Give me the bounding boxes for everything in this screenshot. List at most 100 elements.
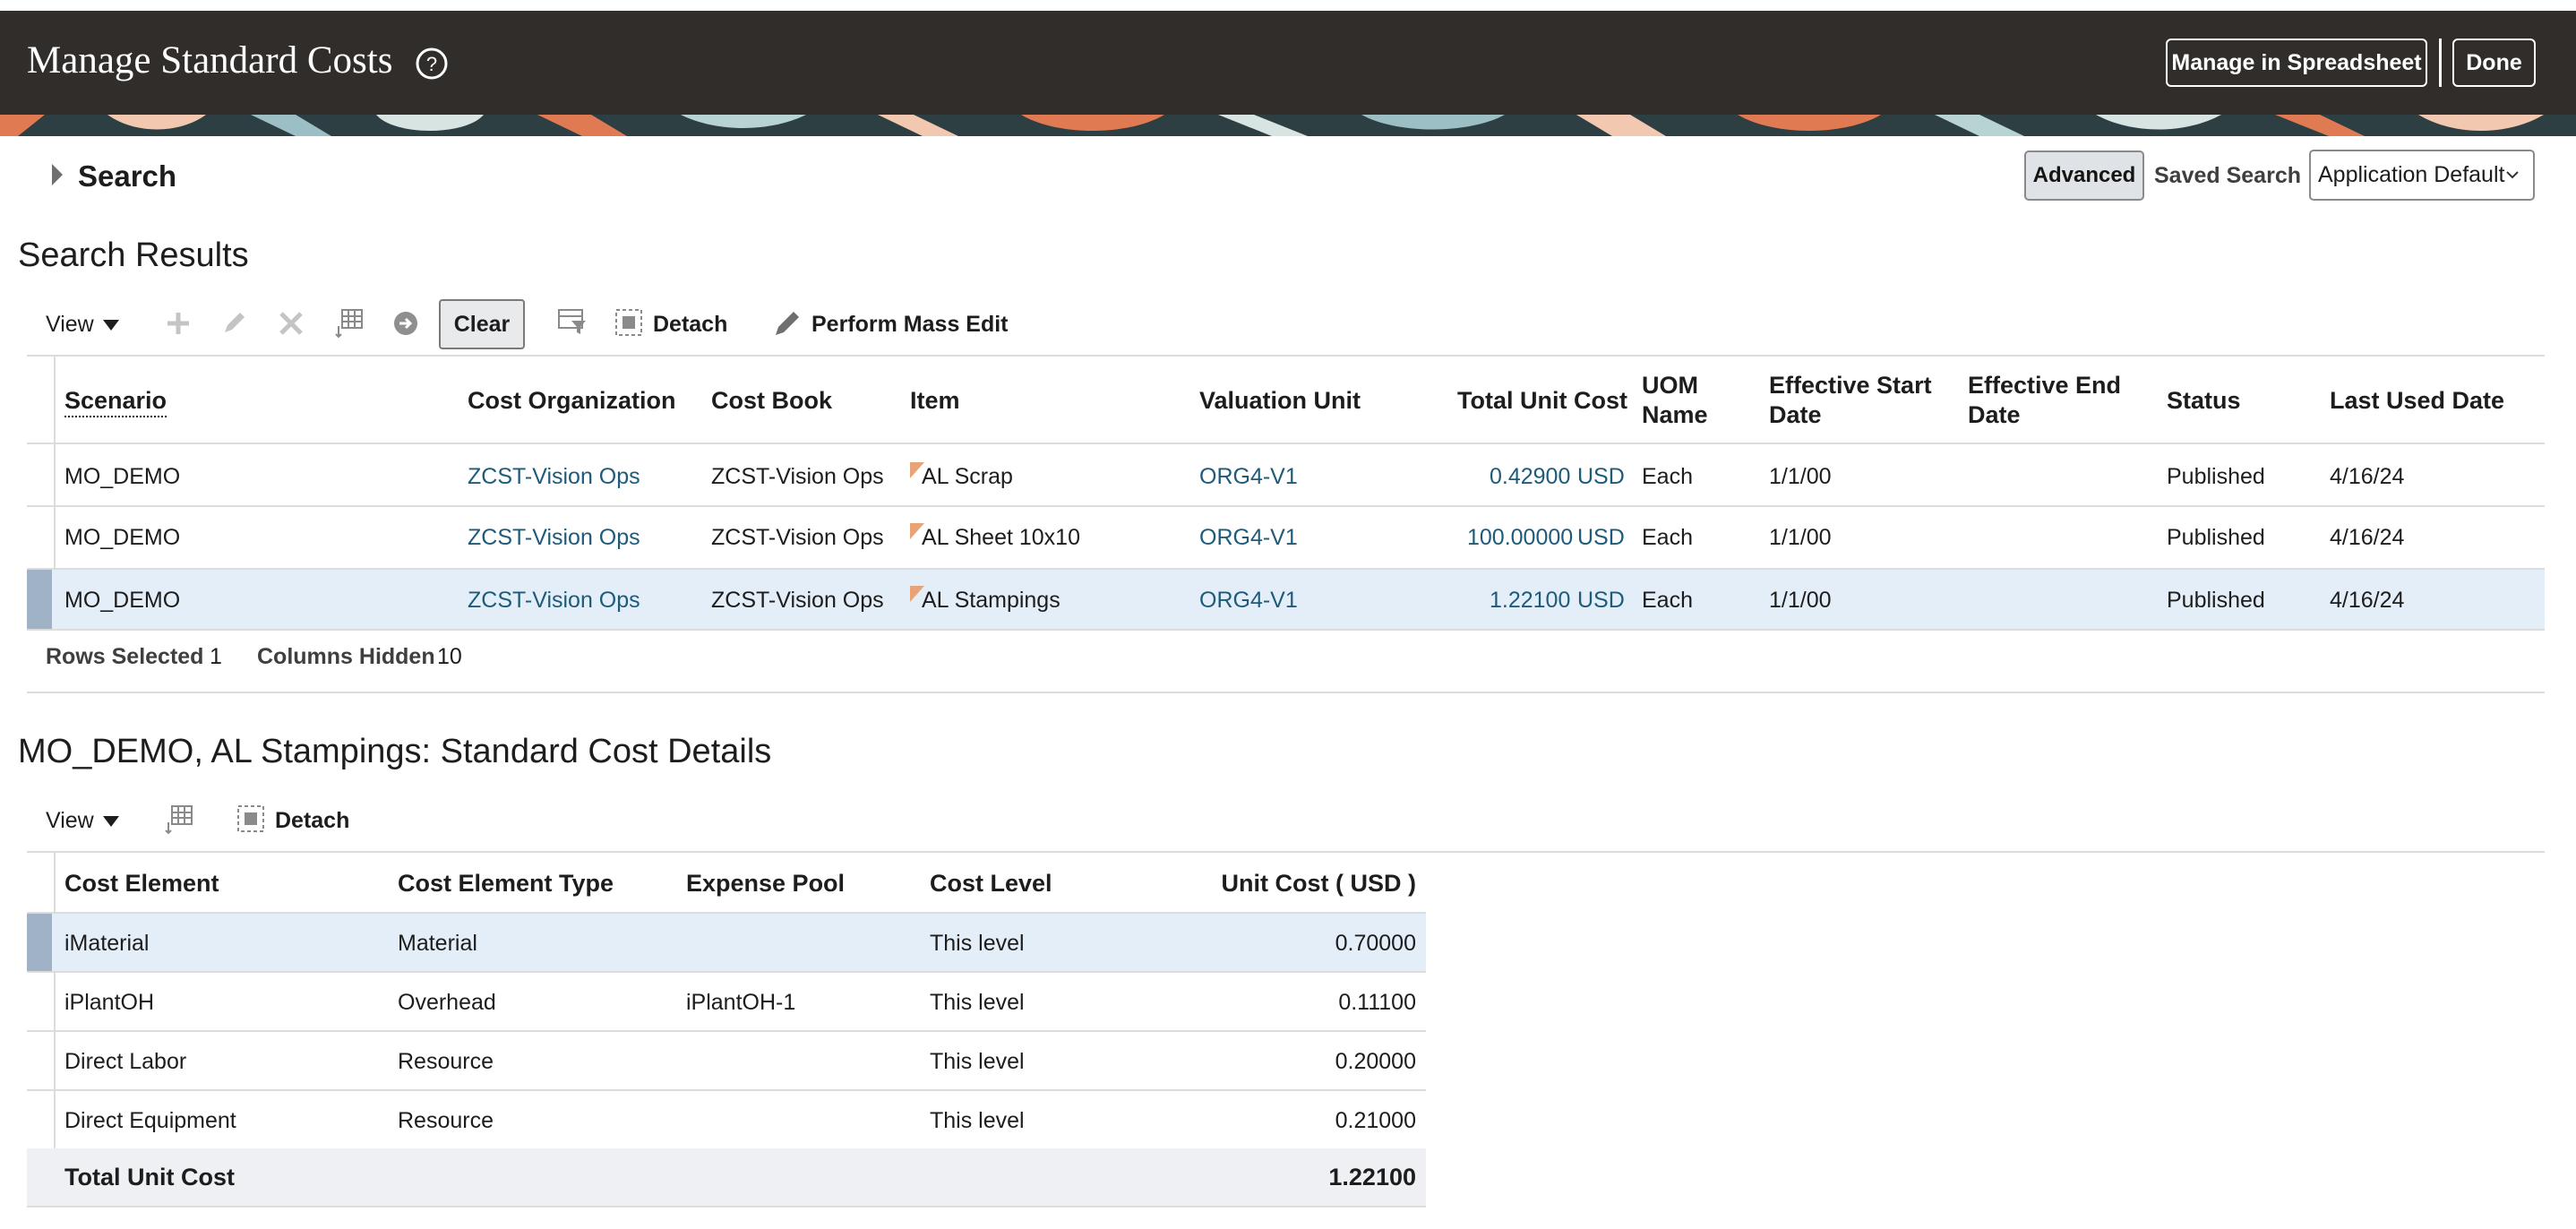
cell-total-unit-cost-link[interactable]: 1.22100 [1490, 588, 1571, 613]
col-scenario[interactable]: Scenario [64, 386, 167, 417]
cell-item: AL Stampings [922, 588, 1060, 613]
cell-status: Published [2167, 464, 2265, 489]
col-unit-cost[interactable]: Unit Cost ( USD ) [1221, 870, 1416, 897]
advanced-search-button[interactable]: Advanced [2024, 150, 2144, 201]
col-effective-start-date[interactable]: Effective Start Date [1769, 371, 1932, 430]
saved-search-label: Saved Search [2154, 163, 2301, 188]
col-cost-element[interactable]: Cost Element [64, 870, 219, 897]
cell-scenario: MO_DEMO [64, 464, 181, 489]
cell-total-unit-cost-link[interactable]: 0.42900 [1490, 464, 1571, 489]
col-total-unit-cost[interactable]: Total Unit Cost [1457, 387, 1627, 414]
cell-valuation-unit-link[interactable]: ORG4-V1 [1199, 525, 1298, 550]
help-icon[interactable]: ? [414, 46, 450, 82]
search-section-label[interactable]: Search [78, 159, 177, 193]
col-last-used-date[interactable]: Last Used Date [2330, 387, 2505, 414]
page-title: Manage Standard Costs [27, 39, 393, 82]
query-by-example-icon[interactable] [557, 308, 588, 337]
expand-triangle-icon[interactable] [50, 162, 64, 187]
go-to-icon[interactable] [392, 310, 419, 337]
item-flag-icon [910, 462, 924, 478]
item-flag-icon [910, 586, 924, 602]
cell-scenario: MO_DEMO [64, 588, 181, 613]
add-icon[interactable] [165, 310, 192, 337]
details-row[interactable]: Direct Equipment Resource This level 0.2… [0, 1091, 1426, 1148]
total-row: Total Unit Cost 1.22100 [27, 1148, 1426, 1206]
pencil-icon [776, 312, 799, 335]
row-divider [27, 505, 2545, 507]
details-title: MO_DEMO, AL Stampings: Standard Cost Det… [18, 733, 772, 770]
chevron-down-icon [2506, 171, 2519, 179]
details-row-header-divider [54, 851, 56, 1150]
cell-last-used: 4/16/24 [2330, 588, 2405, 613]
details-row[interactable]: iPlantOH Overhead iPlantOH-1 This level … [0, 973, 1426, 1030]
cell-cost-book: ZCST-Vision Ops [711, 588, 884, 613]
total-value: 1.22100 [1328, 1164, 1416, 1190]
details-freeze-columns-icon[interactable] [165, 804, 193, 835]
col-item[interactable]: Item [910, 387, 960, 414]
col-effective-end-date[interactable]: Effective End Date [1968, 371, 2121, 430]
row-divider [27, 1089, 1426, 1091]
cell-cost-org-link[interactable]: ZCST-Vision Ops [468, 525, 640, 550]
detach-icon[interactable] [614, 308, 643, 337]
cell-cost-level: This level [930, 1108, 1025, 1133]
col-effective-end-line2: Date [1968, 401, 2021, 428]
table-row-selected[interactable]: MO_DEMO ZCST-Vision Ops ZCST-Vision Ops … [27, 570, 2545, 629]
cell-currency: USD [1577, 525, 1625, 550]
header-bottom-border [27, 443, 2545, 444]
delete-icon[interactable] [278, 310, 305, 337]
cell-cost-element: Direct Labor [64, 1049, 187, 1074]
details-view-menu[interactable]: View [46, 808, 94, 833]
detach-button[interactable]: Detach [653, 312, 728, 337]
cell-cost-org-link[interactable]: ZCST-Vision Ops [468, 588, 640, 613]
details-row-selection-marker[interactable] [27, 914, 52, 971]
cell-effective-start: 1/1/00 [1769, 525, 1832, 550]
cell-cost-element: iPlantOH [64, 990, 155, 1015]
details-row[interactable]: Direct Labor Resource This level 0.20000 [0, 1032, 1426, 1089]
col-status[interactable]: Status [2167, 387, 2241, 414]
freeze-columns-icon[interactable] [335, 308, 364, 339]
table-row[interactable]: MO_DEMO ZCST-Vision Ops ZCST-Vision Ops … [0, 507, 2576, 568]
col-uom-name[interactable]: UOM Name [1642, 371, 1708, 430]
search-results-title: Search Results [18, 236, 249, 274]
details-detach-icon[interactable] [236, 804, 265, 833]
row-divider [27, 568, 2545, 570]
col-expense-pool[interactable]: Expense Pool [686, 870, 846, 897]
col-cost-element-type[interactable]: Cost Element Type [398, 870, 614, 897]
col-valuation-unit[interactable]: Valuation Unit [1199, 387, 1361, 414]
cell-scenario: MO_DEMO [64, 525, 181, 550]
cell-cost-element-type: Material [398, 931, 477, 956]
banner-pattern [0, 115, 2576, 136]
manage-in-spreadsheet-button[interactable]: Manage in Spreadsheet [2166, 39, 2427, 87]
row-selection-marker[interactable] [27, 570, 52, 629]
col-cost-level[interactable]: Cost Level [930, 870, 1052, 897]
columns-hidden-value[interactable]: 10 [437, 644, 462, 669]
cell-cost-element: iMaterial [64, 931, 150, 956]
edit-icon[interactable] [220, 310, 247, 337]
details-view-dropdown-icon[interactable] [102, 815, 120, 828]
cell-cost-org-link[interactable]: ZCST-Vision Ops [468, 464, 640, 489]
cell-valuation-unit-link[interactable]: ORG4-V1 [1199, 464, 1298, 489]
details-row-selected[interactable]: iMaterial Material This level 0.70000 [27, 914, 1426, 971]
table-top-border [27, 355, 2545, 357]
clear-button[interactable]: Clear [439, 299, 525, 349]
table-row[interactable]: MO_DEMO ZCST-Vision Ops ZCST-Vision Ops … [0, 444, 2576, 505]
cell-total-unit-cost-link[interactable]: 100.00000 [1467, 525, 1574, 550]
saved-search-select[interactable]: Application Default [2309, 150, 2535, 201]
done-button[interactable]: Done [2452, 39, 2536, 87]
cell-unit-cost: 0.70000 [1335, 931, 1416, 956]
col-cost-book[interactable]: Cost Book [711, 387, 832, 414]
perform-mass-edit-button[interactable]: Perform Mass Edit [811, 312, 1009, 337]
col-effective-start-line1: Effective Start [1769, 372, 1932, 399]
cell-status: Published [2167, 525, 2265, 550]
cell-uom: Each [1642, 525, 1693, 550]
cell-valuation-unit-link[interactable]: ORG4-V1 [1199, 588, 1298, 613]
view-dropdown-icon[interactable] [102, 319, 120, 331]
page-header [0, 11, 2576, 115]
results-footer-border [27, 692, 2545, 693]
col-cost-organization[interactable]: Cost Organization [468, 387, 676, 414]
cell-cost-element-type: Overhead [398, 990, 496, 1015]
details-table-bottom-border [27, 1206, 1426, 1208]
view-menu[interactable]: View [46, 312, 94, 337]
col-effective-start-line2: Date [1769, 401, 1822, 428]
details-detach-button[interactable]: Detach [275, 808, 350, 833]
